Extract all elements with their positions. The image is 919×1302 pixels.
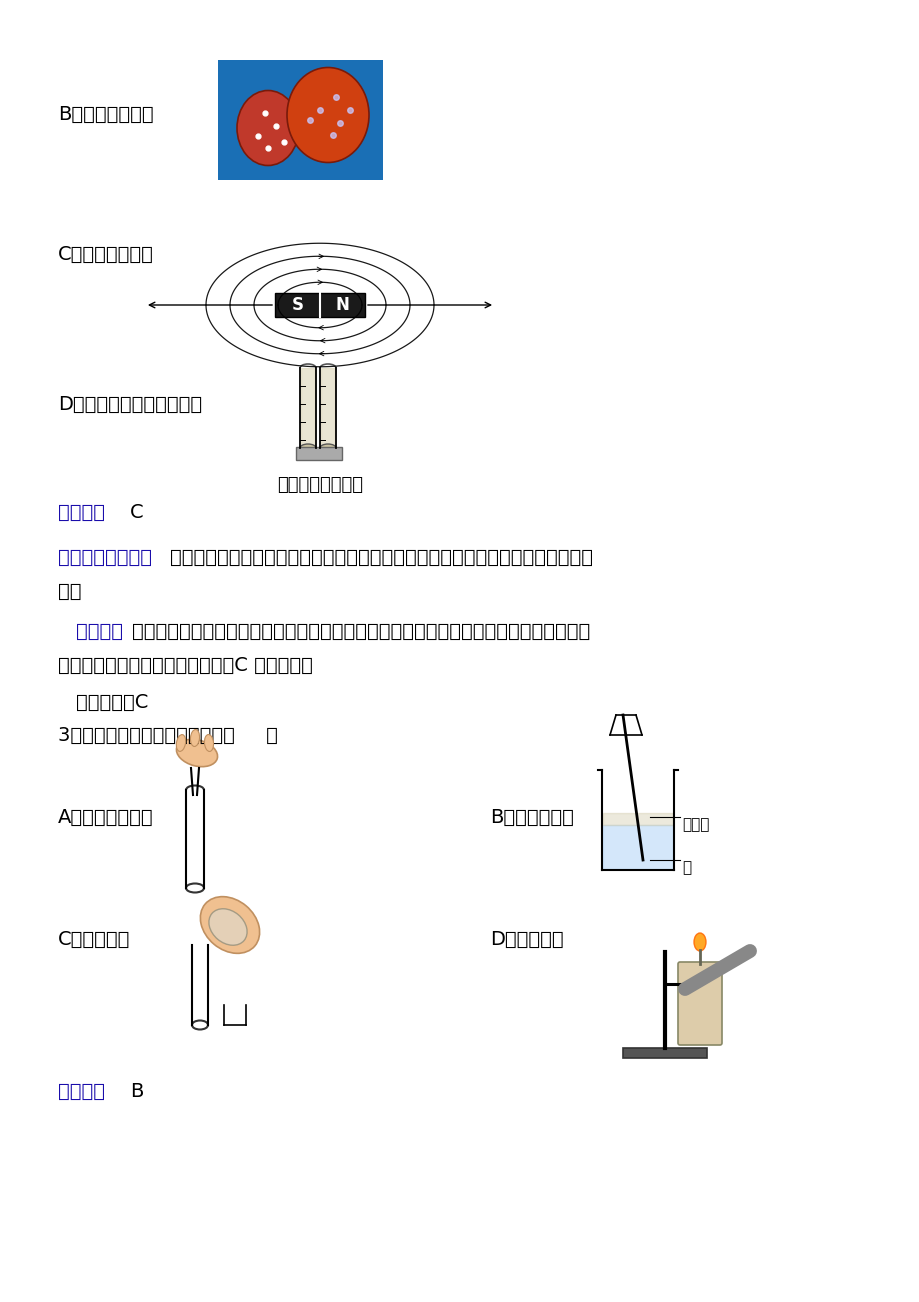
Ellipse shape bbox=[186, 884, 204, 892]
Text: 验。: 验。 bbox=[58, 582, 82, 602]
Bar bbox=[218, 60, 382, 180]
Text: B．研究宇宙膨胀: B．研究宇宙膨胀 bbox=[58, 105, 153, 124]
Text: 模拟实验是在人为控制研究对象的条件下进行观察，模仿实验的某些条件进行的实: 模拟实验是在人为控制研究对象的条件下进行观察，模仿实验的某些条件进行的实 bbox=[170, 548, 593, 566]
Text: 芝麻黄豆混合实验: 芝麻黄豆混合实验 bbox=[277, 477, 363, 493]
Ellipse shape bbox=[200, 897, 259, 953]
Ellipse shape bbox=[176, 734, 186, 751]
Ellipse shape bbox=[209, 909, 247, 945]
Text: 【解答】: 【解答】 bbox=[76, 622, 123, 641]
Text: B: B bbox=[130, 1082, 143, 1101]
Ellipse shape bbox=[190, 729, 199, 746]
Text: 【解析】【分析】: 【解析】【分析】 bbox=[58, 548, 152, 566]
Ellipse shape bbox=[192, 1021, 208, 1030]
Text: D．加热固体: D．加热固体 bbox=[490, 930, 563, 949]
Ellipse shape bbox=[693, 934, 705, 950]
Text: 水: 水 bbox=[681, 861, 690, 875]
Text: 浓硫酸: 浓硫酸 bbox=[681, 816, 709, 832]
Text: B．稀释浓硫酸: B．稀释浓硫酸 bbox=[490, 809, 573, 827]
Text: 【答案】: 【答案】 bbox=[58, 503, 105, 522]
Ellipse shape bbox=[176, 740, 217, 767]
Text: S: S bbox=[291, 296, 303, 314]
Text: 米勒实验、研究宇宙膨胀实验、研究分子间有间隔实验都是模拟实验，而研究磁场实验不: 米勒实验、研究宇宙膨胀实验、研究分子间有间隔实验都是模拟实验，而研究磁场实验不 bbox=[131, 622, 590, 641]
Bar bbox=[275, 293, 365, 316]
Ellipse shape bbox=[287, 68, 369, 163]
Text: 故答案为：C: 故答案为：C bbox=[76, 693, 148, 712]
Ellipse shape bbox=[237, 91, 299, 165]
Bar bbox=[622, 1048, 706, 1059]
Ellipse shape bbox=[204, 734, 213, 751]
FancyBboxPatch shape bbox=[677, 962, 721, 1046]
Text: C．倾倒液体: C．倾倒液体 bbox=[58, 930, 130, 949]
Bar bbox=[296, 447, 342, 460]
Ellipse shape bbox=[300, 444, 315, 452]
Text: D．研究分子间有间隔实验: D．研究分子间有间隔实验 bbox=[58, 395, 202, 414]
Text: N: N bbox=[335, 296, 349, 314]
Text: 【答案】: 【答案】 bbox=[58, 1082, 105, 1101]
Text: A．向试管加固体: A．向试管加固体 bbox=[58, 809, 153, 827]
Text: C: C bbox=[130, 503, 143, 522]
Text: 需要模型，因此不属于模拟实验，C 符合题意。: 需要模型，因此不属于模拟实验，C 符合题意。 bbox=[58, 656, 312, 674]
Text: C．研究磁场实验: C．研究磁场实验 bbox=[58, 245, 153, 264]
Text: 3．下列实验操作中，正确的是（     ）: 3．下列实验操作中，正确的是（ ） bbox=[58, 727, 278, 745]
Ellipse shape bbox=[320, 444, 335, 452]
